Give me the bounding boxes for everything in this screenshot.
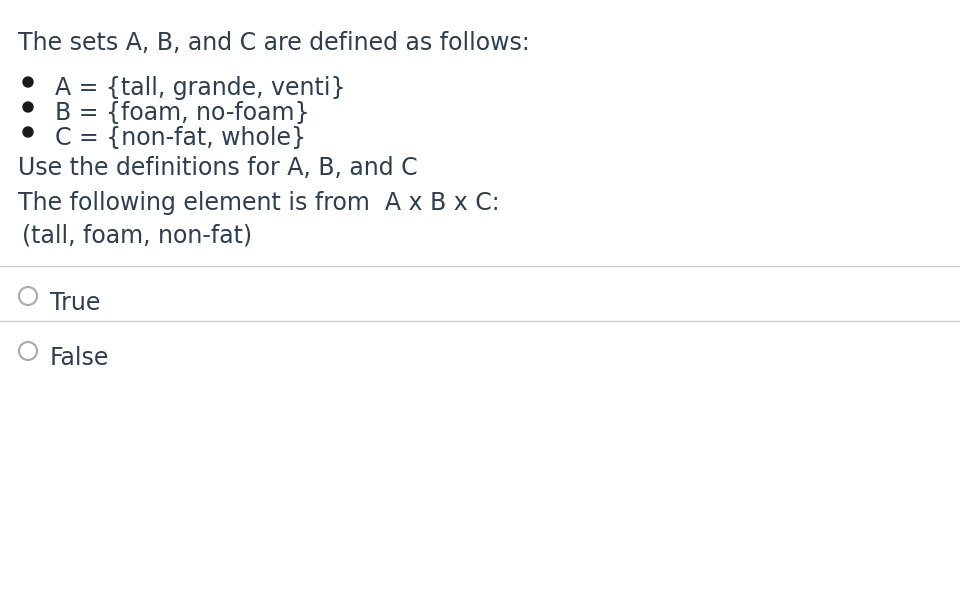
Circle shape xyxy=(23,102,33,112)
Text: True: True xyxy=(50,291,101,315)
Text: (tall, foam, non-fat): (tall, foam, non-fat) xyxy=(22,224,252,248)
Text: Use the definitions for A, B, and C: Use the definitions for A, B, and C xyxy=(18,156,418,180)
Text: B = {foam, no-foam}: B = {foam, no-foam} xyxy=(55,101,310,125)
Text: The sets A, B, and C are defined as follows:: The sets A, B, and C are defined as foll… xyxy=(18,31,530,55)
Text: The following element is from  A x B x C:: The following element is from A x B x C: xyxy=(18,191,499,215)
Text: A = {tall, grande, venti}: A = {tall, grande, venti} xyxy=(55,76,346,100)
Text: C = {non-fat, whole}: C = {non-fat, whole} xyxy=(55,126,306,150)
Circle shape xyxy=(23,77,33,87)
Circle shape xyxy=(23,127,33,137)
Text: False: False xyxy=(50,346,109,370)
